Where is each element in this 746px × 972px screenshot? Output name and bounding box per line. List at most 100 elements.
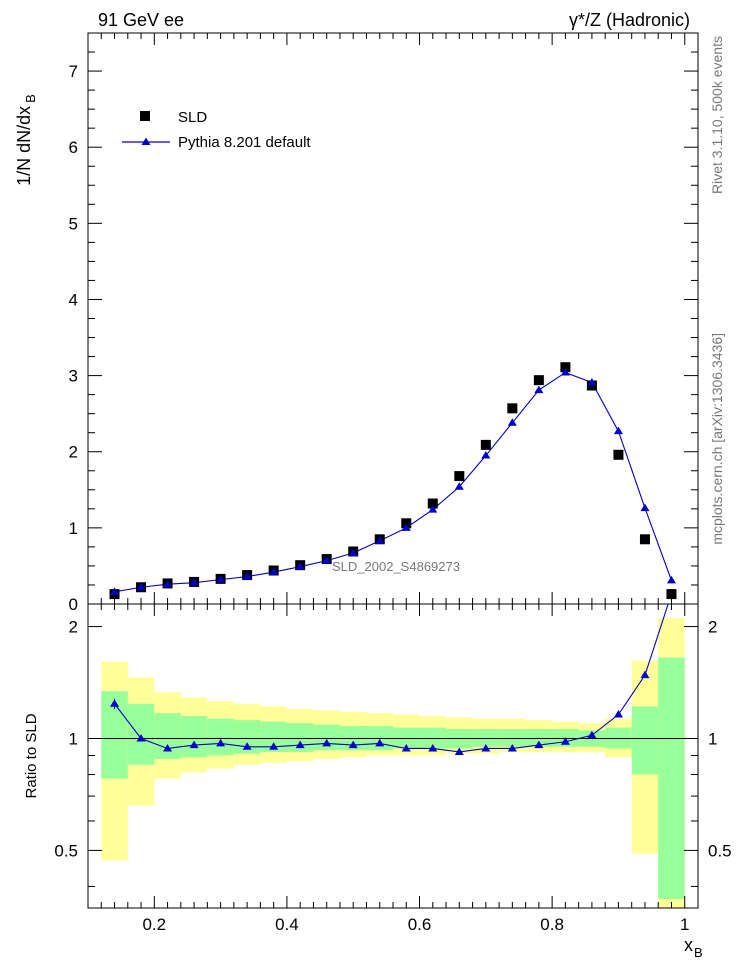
ratio-point xyxy=(613,710,623,718)
ratio-point xyxy=(640,670,650,679)
ratio-point xyxy=(587,730,597,739)
ratio-point xyxy=(507,743,517,752)
pythia-point xyxy=(163,579,173,588)
sld-point xyxy=(401,518,412,529)
x-tick-label: 1 xyxy=(680,915,689,934)
sld-point xyxy=(454,471,465,482)
legend-marker-sld xyxy=(140,111,150,121)
ratio-band-green xyxy=(180,715,208,758)
ratio-y-tick-label: 1 xyxy=(69,729,78,748)
pythia-point xyxy=(295,562,305,570)
legend-label-sld: SLD xyxy=(178,109,207,126)
ratio-band-green xyxy=(207,718,234,756)
ratio-point xyxy=(348,740,358,749)
ratio-point xyxy=(322,738,332,747)
legend: SLD Pythia 8.201 default xyxy=(122,109,311,151)
x-tick-label: 0.4 xyxy=(275,915,299,934)
mcplots-label: mcplots.cern.ch [arXiv:1306.3436] xyxy=(709,333,725,545)
sld-point xyxy=(666,589,677,600)
main-ylabel-text: 1/N dN/dx xyxy=(14,106,34,186)
ratio-point xyxy=(481,743,491,752)
pythia-point xyxy=(454,482,464,490)
ratio-band-green xyxy=(499,729,526,747)
ratio-point xyxy=(163,743,173,752)
pythia-point xyxy=(348,548,358,556)
pythia-line xyxy=(114,371,672,593)
pythia-point xyxy=(242,572,252,580)
pythia-point xyxy=(322,556,332,564)
pythia-point xyxy=(587,377,597,386)
sld-point xyxy=(560,362,571,373)
pythia-point xyxy=(189,578,199,586)
ratio-point xyxy=(454,747,464,755)
analysis-watermark: SLD_2002_S4869273 xyxy=(332,559,460,574)
ratio-plot-axes: 0.2 0.4 0.6 0.8 1 0.5 0.5 1 1 2 2 xyxy=(54,603,732,934)
ratio-point xyxy=(375,738,385,747)
pythia-point xyxy=(375,536,385,544)
pythia-point xyxy=(507,418,517,426)
xlabel-text: x xyxy=(684,935,693,955)
ratio-band-green xyxy=(631,706,659,775)
pythia-point xyxy=(269,567,279,576)
ratio-point xyxy=(216,738,226,747)
main-y-tick-label: 0 xyxy=(69,595,78,614)
sld-point xyxy=(639,534,650,545)
legend-label-pythia: Pythia 8.201 default xyxy=(178,134,311,151)
pythia-point xyxy=(428,505,438,513)
main-y-tick-label: 5 xyxy=(69,214,78,233)
ratio-data-clipped xyxy=(110,604,669,755)
x-tick-label: 0.8 xyxy=(540,915,564,934)
ratio-line xyxy=(114,604,669,753)
ratio-y-tick-label-right: 0.5 xyxy=(708,841,732,860)
pythia-point xyxy=(136,582,146,591)
main-y-tick-label: 6 xyxy=(69,138,78,157)
ratio-plot-data xyxy=(110,604,669,755)
main-y-tick-label: 4 xyxy=(69,290,78,309)
pythia-point xyxy=(534,385,544,394)
pythia-point xyxy=(110,587,120,595)
pythia-point xyxy=(640,503,650,512)
ratio-point xyxy=(189,740,199,749)
xlabel-sub: B xyxy=(694,945,703,960)
main-y-tick-label: 2 xyxy=(69,443,78,462)
sld-point xyxy=(507,403,518,414)
ratio-point xyxy=(560,737,570,745)
main-y-tick-label: 3 xyxy=(69,367,78,386)
main-y-tick-label: 1 xyxy=(69,519,78,538)
svg-text:1/N dN/dxB: 1/N dN/dx B xyxy=(14,94,38,186)
ratio-band-green xyxy=(154,713,181,760)
main-ylabel-sub: B xyxy=(23,94,38,103)
xlabel: xB xyxy=(684,935,703,960)
ratio-point xyxy=(269,742,279,750)
ratio-point xyxy=(295,740,305,749)
header-right-title: γ*/Z (Hadronic) xyxy=(569,10,690,30)
ratio-y-tick-label: 2 xyxy=(69,618,78,637)
ratio-band-green xyxy=(658,657,685,900)
sld-point xyxy=(613,449,624,460)
x-tick-label: 0.2 xyxy=(142,915,166,934)
main-data-clipped xyxy=(109,362,677,600)
pythia-point xyxy=(401,523,411,531)
ratio-point xyxy=(428,743,438,752)
ratio-y-tick-label-right: 2 xyxy=(708,618,717,637)
x-tick-label: 0.6 xyxy=(408,915,432,934)
sld-point xyxy=(533,375,544,386)
ratio-y-tick-label: 0.5 xyxy=(54,841,78,860)
main-y-tick-label: 7 xyxy=(69,62,78,81)
pythia-point xyxy=(481,451,491,459)
ratio-point xyxy=(136,733,146,742)
pythia-point xyxy=(560,368,570,376)
ratio-point xyxy=(242,742,252,750)
ratio-band-green xyxy=(472,729,500,747)
ratio-y-tick-label-right: 1 xyxy=(708,729,717,748)
pythia-point xyxy=(613,426,623,435)
sld-point xyxy=(480,439,491,450)
ratio-point xyxy=(534,740,544,749)
main-plot-data xyxy=(109,362,677,600)
pythia-point xyxy=(216,575,226,583)
main-plot-axes: 0 1 2 3 4 5 6 7 xyxy=(69,32,699,614)
sld-point xyxy=(586,380,597,391)
pythia-point xyxy=(666,575,676,584)
legend-marker-pythia xyxy=(141,137,151,145)
